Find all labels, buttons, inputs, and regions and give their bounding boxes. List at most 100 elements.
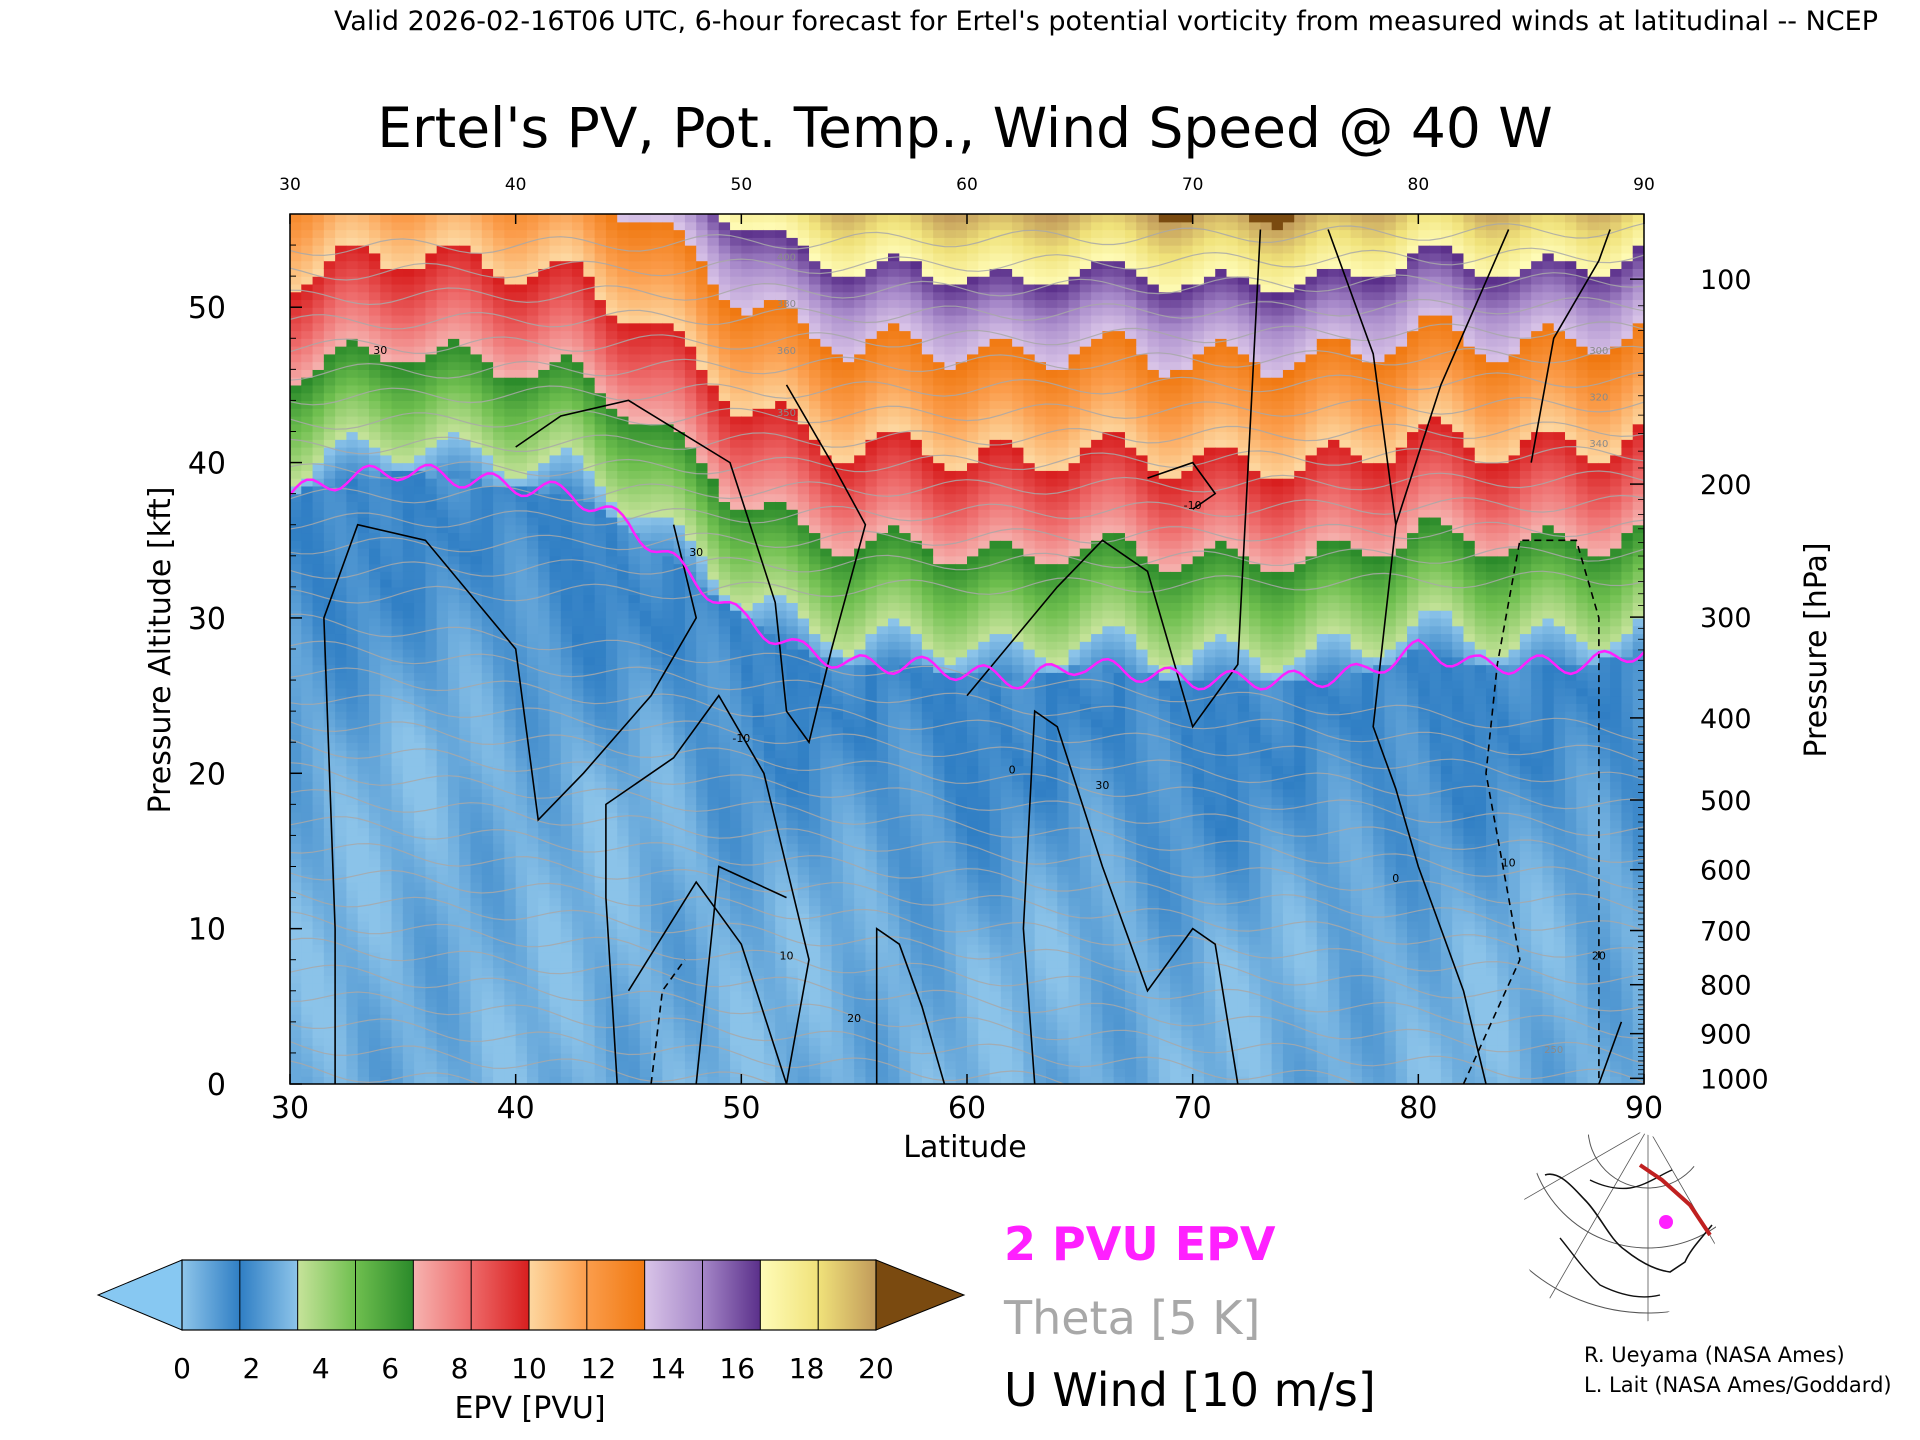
- epv-cell: [481, 773, 494, 782]
- epv-cell: [549, 959, 562, 969]
- epv-cell: [763, 1021, 776, 1031]
- epv-cell: [775, 625, 788, 635]
- epv-cell: [470, 245, 483, 254]
- epv-cell: [741, 936, 754, 945]
- epv-cell: [515, 1052, 528, 1062]
- epv-cell: [639, 687, 652, 697]
- epv-cell: [572, 283, 584, 293]
- epv-cell: [594, 1076, 607, 1084]
- epv-cell: [301, 656, 314, 666]
- epv-cell: [447, 1014, 460, 1023]
- epv-cell: [549, 664, 562, 673]
- epv-cell: [752, 959, 765, 969]
- epv-cell: [617, 548, 630, 557]
- epv-cell: [617, 913, 630, 922]
- epv-cell: [741, 850, 754, 860]
- epv-cell: [425, 874, 438, 883]
- epv-cell: [786, 711, 799, 720]
- epv-cell: [786, 687, 799, 697]
- epv-cell: [526, 252, 539, 262]
- epv-cell: [628, 959, 641, 969]
- epv-cell: [391, 353, 404, 363]
- epv-cell: [459, 276, 472, 285]
- epv-cell: [786, 672, 799, 681]
- epv-cell: [605, 749, 618, 759]
- epv-cell: [775, 439, 788, 448]
- epv-cell: [763, 905, 776, 914]
- epv-cell: [346, 245, 359, 254]
- epv-cell: [572, 524, 584, 534]
- epv-cell: [290, 625, 302, 635]
- epv-cell: [583, 594, 596, 603]
- epv-cell: [673, 936, 686, 945]
- epv-cell: [414, 307, 426, 316]
- epv-cell: [572, 1060, 584, 1070]
- epv-cell: [526, 369, 539, 378]
- epv-cell: [391, 882, 404, 891]
- epv-cell: [718, 610, 731, 619]
- epv-cell: [380, 664, 393, 673]
- epv-cell: [673, 858, 686, 868]
- epv-cell: [436, 338, 449, 347]
- epv-cell: [380, 346, 393, 355]
- epv-cell: [696, 827, 709, 837]
- epv-cell: [763, 268, 776, 277]
- epv-cell: [538, 548, 551, 557]
- epv-cell: [775, 664, 788, 673]
- epv-cell: [538, 571, 551, 580]
- epv-cell: [414, 1037, 426, 1046]
- epv-cell: [425, 928, 438, 938]
- epv-cell: [594, 229, 607, 238]
- epv-cell: [504, 990, 517, 1000]
- epv-cell: [447, 664, 460, 673]
- epv-cell: [414, 447, 426, 456]
- epv-cell: [425, 369, 438, 378]
- epv-cell: [583, 695, 596, 704]
- epv-cell: [290, 726, 302, 736]
- epv-cell: [335, 330, 348, 339]
- epv-cell: [718, 353, 731, 363]
- epv-cell: [380, 610, 393, 619]
- epv-cell: [436, 245, 449, 254]
- epv-cell: [617, 571, 630, 580]
- epv-cell: [323, 268, 336, 277]
- epv-cell: [504, 773, 517, 782]
- epv-cell: [515, 711, 528, 720]
- epv-cell: [312, 1068, 325, 1077]
- epv-cell: [538, 757, 551, 767]
- epv-cell: [662, 555, 675, 565]
- epv-cell: [323, 237, 336, 246]
- epv-cell: [752, 726, 765, 736]
- epv-cell: [391, 959, 404, 969]
- epv-cell: [425, 384, 438, 394]
- epv-cell: [538, 936, 551, 945]
- epv-cell: [662, 540, 675, 549]
- epv-cell: [436, 850, 449, 860]
- epv-cell: [605, 384, 618, 394]
- epv-cell: [368, 245, 381, 254]
- epv-cell: [504, 338, 517, 347]
- epv-cell: [470, 687, 483, 697]
- epv-cell: [594, 299, 607, 308]
- epv-cell: [425, 835, 438, 844]
- epv-cell: [312, 314, 325, 324]
- epv-cell: [459, 268, 472, 277]
- epv-cell: [436, 276, 449, 285]
- epv-cell: [560, 516, 573, 526]
- epv-cell: [526, 827, 539, 837]
- epv-cell: [549, 827, 562, 837]
- epv-cell: [346, 221, 359, 231]
- epv-cell: [459, 237, 472, 246]
- epv-cell: [346, 330, 359, 339]
- epv-cell: [470, 439, 483, 448]
- epv-cell: [335, 843, 348, 852]
- epv-cell: [673, 866, 686, 875]
- epv-cell: [346, 1045, 359, 1054]
- epv-cell: [549, 742, 562, 751]
- epv-cell: [470, 563, 483, 572]
- epv-cell: [380, 827, 393, 837]
- epv-cell: [741, 431, 754, 440]
- epv-cell: [684, 408, 697, 417]
- epv-cell: [368, 299, 381, 308]
- epv-cell: [312, 454, 325, 464]
